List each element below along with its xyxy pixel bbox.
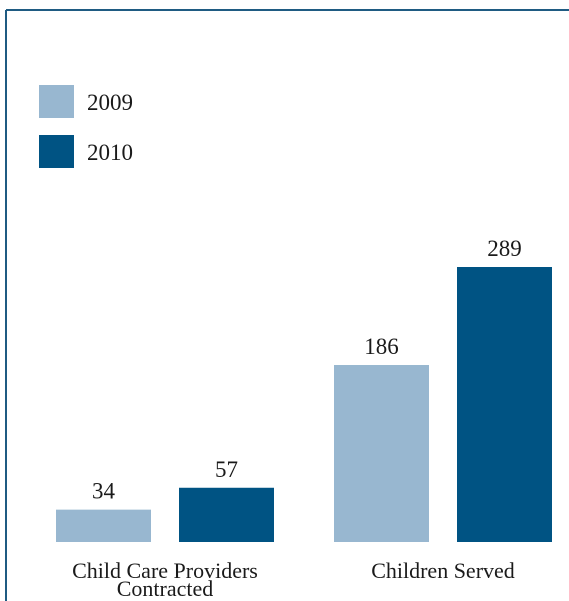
bar-2009-1 xyxy=(334,365,429,542)
bar-2009-0 xyxy=(56,509,151,542)
legend-swatch-2009 xyxy=(39,85,74,118)
value-label-2009-0: 34 xyxy=(92,479,116,504)
bars-group xyxy=(56,267,552,542)
bar-2010-0 xyxy=(179,487,274,542)
category-label-0-line-0: Child Care Providers xyxy=(72,558,258,583)
value-label-2010-1: 289 xyxy=(487,236,522,261)
legend-label-2009: 2009 xyxy=(87,90,133,115)
chart-frame xyxy=(5,9,569,601)
category-label-1-line-0: Children Served xyxy=(371,558,515,583)
value-label-2009-1: 186 xyxy=(364,334,399,359)
value-label-2010-0: 57 xyxy=(215,457,238,482)
category-label-0-line-1: Contracted xyxy=(117,576,214,601)
value-labels-group: 34 57 186 289 xyxy=(92,236,522,504)
legend-label-2010: 2010 xyxy=(87,140,133,165)
legend-swatch-2010 xyxy=(39,135,74,168)
legend: 2009 2010 xyxy=(39,85,133,168)
bar-2010-1 xyxy=(457,267,552,542)
